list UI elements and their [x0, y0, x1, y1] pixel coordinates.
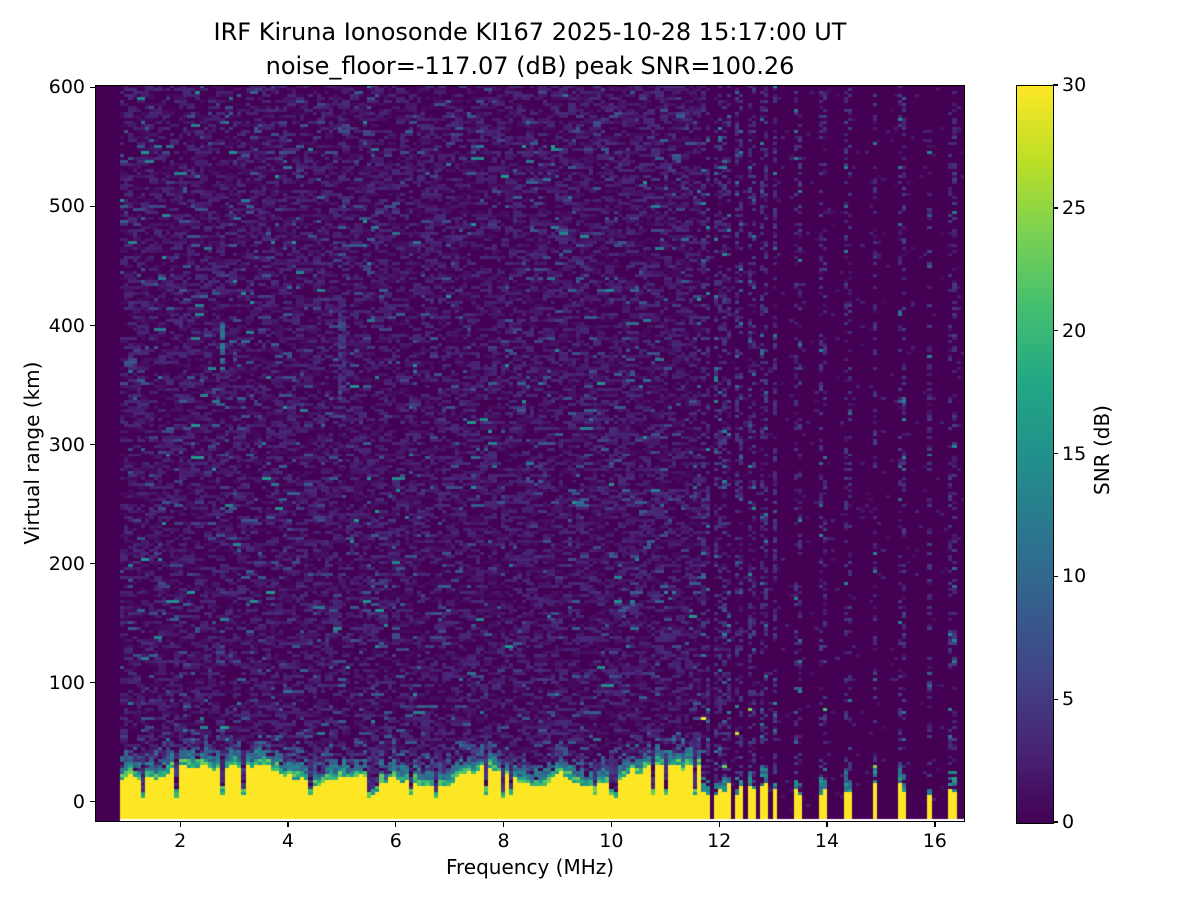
x-tick-mark [718, 822, 720, 827]
colorbar-tick-mark [1053, 452, 1058, 455]
x-tick-mark [287, 822, 289, 827]
x-tick-label: 12 [707, 830, 732, 852]
y-tick-mark [90, 324, 95, 327]
colorbar-tick-label: 5 [1062, 688, 1075, 711]
y-tick-mark [90, 86, 95, 89]
colorbar-tick-label: 30 [1062, 74, 1087, 96]
colorbar-tick-mark [1053, 330, 1058, 332]
x-tick-label: 8 [497, 830, 510, 852]
colorbar-tick-mark [1053, 84, 1058, 86]
figure-title-line1: IRF Kiruna Ionosonde KI167 2025-10-28 15… [213, 18, 847, 46]
y-tick-label: 100 [48, 671, 85, 694]
y-tick-mark [90, 682, 95, 684]
x-tick-mark [395, 822, 397, 827]
colorbar-tick-label: 0 [1062, 811, 1075, 833]
y-tick-mark [90, 563, 95, 565]
x-tick-mark [179, 822, 181, 827]
x-tick-mark [826, 822, 828, 827]
figure-title-line2: noise_floor=-117.07 (dB) peak SNR=100.26 [265, 52, 795, 80]
colorbar-tick-label: 20 [1062, 319, 1087, 342]
colorbar-label: SNR (dB) [1090, 405, 1114, 495]
x-tick-label: 2 [174, 830, 187, 852]
y-tick-label: 400 [48, 314, 85, 337]
x-axis-label: Frequency (MHz) [445, 855, 615, 879]
x-tick-label: 6 [389, 830, 402, 852]
colorbar-tick-mark [1053, 575, 1058, 578]
ionogram-heatmap-canvas [95, 85, 965, 822]
y-tick-mark [90, 443, 95, 446]
x-tick-label: 16 [922, 830, 947, 852]
x-tick-label: 10 [599, 830, 624, 852]
colorbar-tick-label: 25 [1062, 196, 1087, 219]
y-tick-label: 600 [48, 76, 85, 99]
y-tick-label: 0 [72, 790, 85, 813]
y-tick-label: 200 [48, 552, 85, 575]
y-axis-label: Virtual range (km) [20, 361, 44, 545]
x-tick-label: 14 [814, 830, 840, 852]
colorbar-tick-mark [1053, 698, 1058, 700]
y-tick-mark [90, 801, 95, 803]
colorbar-tick-mark [1053, 821, 1058, 823]
y-tick-mark [90, 205, 95, 208]
x-tick-mark [610, 822, 613, 827]
colorbar-tick-label: 15 [1062, 442, 1087, 465]
x-tick-label: 4 [281, 830, 295, 852]
colorbar-tick-label: 10 [1062, 565, 1087, 588]
x-tick-mark [502, 822, 505, 827]
y-tick-label: 500 [48, 195, 85, 218]
y-tick-label: 300 [48, 433, 85, 456]
x-tick-mark [934, 822, 936, 827]
colorbar-tick-mark [1053, 207, 1058, 209]
colorbar-gradient [1016, 85, 1054, 824]
